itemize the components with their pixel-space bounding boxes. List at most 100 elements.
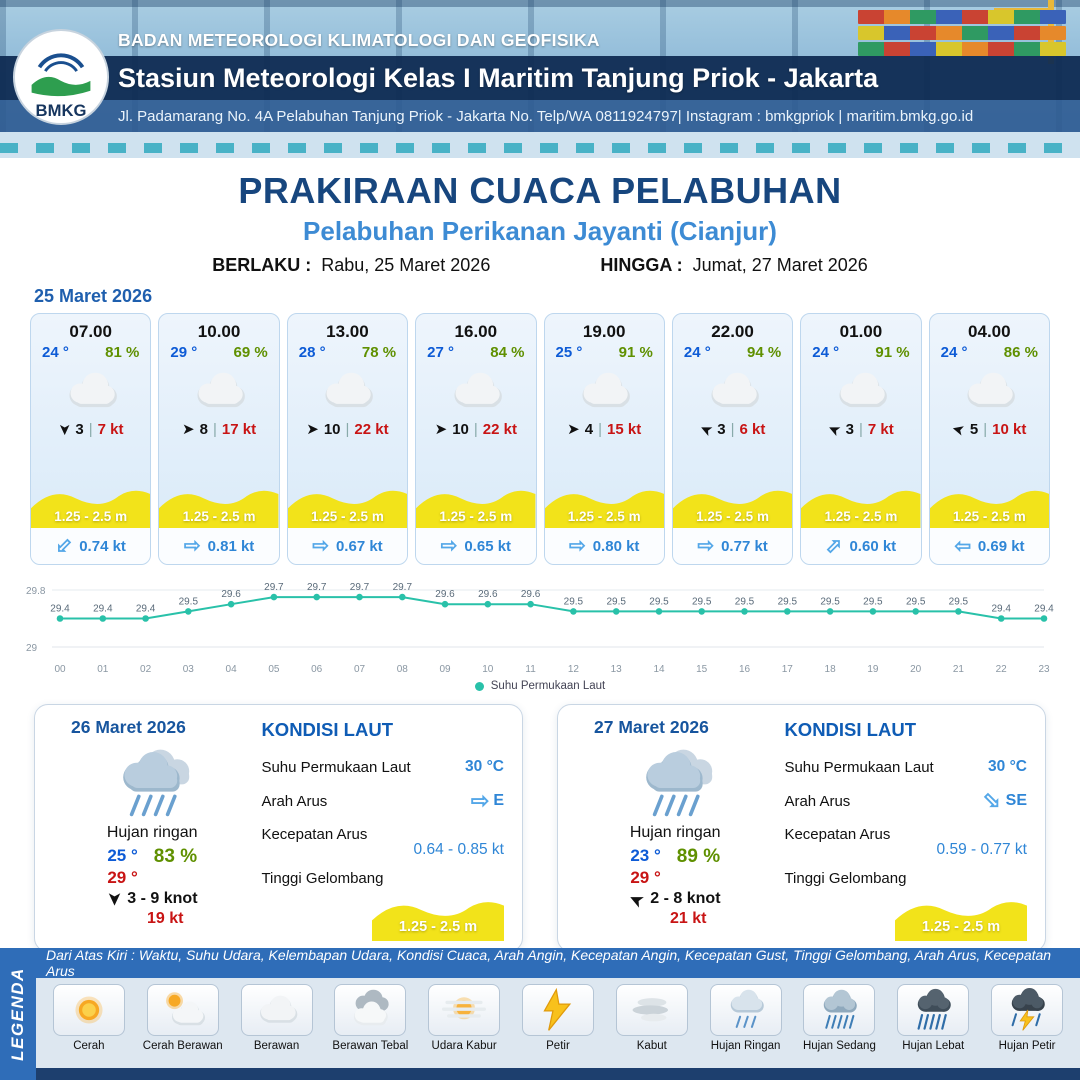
svg-text:07: 07 <box>354 664 366 675</box>
wave-height-badge: 1.25 - 2.5 m <box>895 893 1027 941</box>
svg-text:29.5: 29.5 <box>735 596 755 607</box>
legend-item-label: Hujan Sedang <box>802 1040 876 1052</box>
wind-gust: 22 kt <box>354 421 389 438</box>
svg-text:16: 16 <box>739 664 751 675</box>
validity-period: BERLAKU : Rabu, 25 Maret 2026 HINGGA : J… <box>0 255 1080 276</box>
humidity: 84 % <box>490 344 525 361</box>
svg-text:09: 09 <box>439 664 451 675</box>
wind-direction-icon: ➤ <box>182 421 195 438</box>
temp-humidity-row: 24 ° 86 % <box>930 342 1049 361</box>
station-name: Stasiun Meteorologi Kelas I Maritim Tanj… <box>118 62 879 93</box>
chart-legend-dot <box>474 681 484 691</box>
wind-direction-icon: ➤ <box>306 421 319 438</box>
humidity: 91 % <box>875 344 910 361</box>
legend-item: Hujan Ringan <box>700 984 792 1052</box>
svg-text:08: 08 <box>397 664 409 675</box>
current-speed: 0.60 kt <box>849 537 897 555</box>
current-speed-value: 0.64 - 0.85 kt <box>413 841 504 858</box>
day-weather-column: 26 Maret 2026 Hujan ringan 25 ° 29 ° 83 % ➤ 3 … <box>53 717 251 941</box>
svg-text:14: 14 <box>653 664 665 675</box>
svg-text:29.4: 29.4 <box>991 604 1011 615</box>
forecast-date-label: 25 Maret 2026 <box>34 286 153 306</box>
wind-speed: 4 <box>584 421 594 438</box>
valid-until-value: Jumat, 27 Maret 2026 <box>692 255 868 275</box>
current-direction-icon: ⇨ <box>312 535 329 557</box>
svg-text:29.5: 29.5 <box>179 596 199 607</box>
page-subtitle: Pelabuhan Perikanan Jayanti (Cianjur) <box>303 216 777 246</box>
temp-humidity-row: 24 ° 81 % <box>31 342 150 361</box>
wind-gust: 10 kt <box>992 421 1027 438</box>
legend-item-label: Udara Kabur <box>431 1040 497 1052</box>
current-row: ⇨ 0.60 kt <box>801 528 921 564</box>
wind-row: ➤ 3 | 7 kt <box>825 419 894 440</box>
wind-speed: 10 <box>323 421 341 438</box>
separator: | <box>730 421 735 438</box>
page-title: PRAKIRAAN CUACA PELABUHAN <box>238 170 842 211</box>
y-axis-max: 29.8 <box>26 586 46 597</box>
current-speed: 0.65 kt <box>464 537 512 555</box>
forecast-time: 01.00 <box>839 322 883 341</box>
wind-gust: 6 kt <box>739 421 766 438</box>
current-row: ⇨ 0.69 kt <box>929 528 1049 564</box>
legend-item-label: Hujan Petir <box>998 1040 1056 1052</box>
current-row: ⇨ 0.81 kt <box>159 528 279 564</box>
wave-height: 1.25 - 2.5 m <box>952 509 1026 524</box>
svg-text:29.4: 29.4 <box>136 604 156 615</box>
wave-height-value: 1.25 - 2.5 m <box>398 919 478 935</box>
container-row <box>858 42 1066 56</box>
legend-item-label: Kabut <box>636 1040 667 1052</box>
forecast-card: 07.00 24 ° 81 % ➤ 3 | 7 kt 1.25 - 2.5 m ⇨ 0.74 kt <box>30 313 152 565</box>
svg-text:29.4: 29.4 <box>93 604 113 615</box>
separator: | <box>983 421 988 438</box>
sst-label: Suhu Permukaan Laut <box>261 758 411 776</box>
header: BADAN METEOROLOGI KLIMATOLOGI DAN GEOFIS… <box>0 0 1080 158</box>
legend-item-label: Hujan Ringan <box>710 1040 781 1052</box>
svg-text:29.5: 29.5 <box>949 596 969 607</box>
air-temperature: 27 ° <box>427 344 454 361</box>
legend-item-label: Berawan Tebal <box>332 1040 409 1052</box>
wave-height-band: 1.25 - 2.5 m <box>929 482 1049 528</box>
legend-item: Hujan Petir <box>981 984 1073 1052</box>
weather-icon <box>694 363 772 419</box>
svg-text:01: 01 <box>97 664 109 675</box>
wind-direction-icon: ➤ <box>825 419 844 440</box>
rain-heavy-icon <box>897 984 970 1036</box>
current-speed: 0.74 kt <box>79 537 126 555</box>
svg-text:12: 12 <box>568 664 580 675</box>
valid-from-value: Rabu, 25 Maret 2026 <box>321 255 491 275</box>
current-direction-label: Arah Arus <box>784 792 851 810</box>
svg-text:29.5: 29.5 <box>692 596 712 607</box>
legend-item-label: Cerah <box>73 1040 105 1052</box>
svg-text:29.5: 29.5 <box>649 596 669 607</box>
air-temperature: 29 ° <box>170 344 198 361</box>
svg-text:29.7: 29.7 <box>350 582 370 593</box>
address-band: Jl. Padamarang No. 4A Pelabuhan Tanjung … <box>0 100 1080 132</box>
current-speed-label: Kecepatan Arus <box>261 826 368 843</box>
legend-item: Hujan Sedang <box>793 984 885 1052</box>
temp-humidity-row: 25 ° 91 % <box>545 342 664 361</box>
svg-text:10: 10 <box>482 664 494 675</box>
current-row: ⇨ 0.67 kt <box>287 528 408 564</box>
current-speed-value: 0.59 - 0.77 kt <box>936 841 1027 858</box>
svg-text:29.5: 29.5 <box>564 596 584 607</box>
wind-direction-icon: ➤ <box>105 892 123 906</box>
station-address: Jl. Padamarang No. 4A Pelabuhan Tanjung … <box>118 107 974 125</box>
legend-item: Cerah <box>43 984 135 1052</box>
fog-icon <box>615 984 688 1036</box>
weather-icon <box>52 363 130 419</box>
day-weather-column: 27 Maret 2026 Hujan ringan 23 ° 29 ° 89 % ➤ 2 … <box>576 717 774 941</box>
chart-wrap: 29.8 29 29.4 29.4 29.4 29.5 29.6 29.7 29.7 29.7 29… <box>24 573 1056 680</box>
wind-speed: 5 <box>969 421 979 438</box>
current-direction-icon: ⇨ <box>977 785 1009 817</box>
lightning-icon <box>521 984 594 1036</box>
humidity: 91 % <box>618 344 653 361</box>
day-temp-min: 23 ° <box>630 846 661 865</box>
agency-name: BADAN METEOROLOGI KLIMATOLOGI DAN GEOFIS… <box>118 30 600 50</box>
humidity: 81 % <box>105 344 140 361</box>
day-temp-max: 29 ° <box>630 868 661 887</box>
weather-icon <box>950 363 1028 419</box>
wind-direction-icon: ➤ <box>567 421 580 438</box>
sst-label: Suhu Permukaan Laut <box>784 758 934 776</box>
temp-humidity-row: 24 ° 91 % <box>801 342 920 361</box>
current-direction-icon: ⇨ <box>50 532 78 560</box>
